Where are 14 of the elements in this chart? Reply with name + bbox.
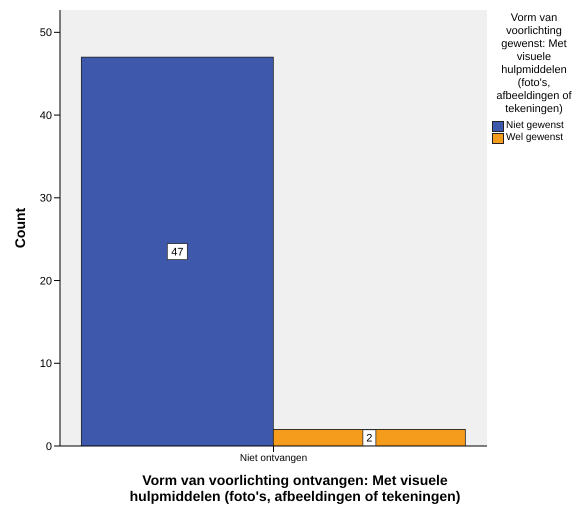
y-tick-label: 20 xyxy=(40,275,52,288)
y-tick-label: 0 xyxy=(46,440,52,453)
data-label: 47 xyxy=(171,246,184,259)
y-tick-label: 50 xyxy=(40,27,52,40)
legend-label: Wel gewenst xyxy=(506,132,564,144)
x-tick-label: Niet ontvangen xyxy=(240,453,308,464)
data-label: 2 xyxy=(366,432,372,445)
legend-label: Niet gewenst xyxy=(506,120,564,132)
y-tick-label: 40 xyxy=(40,110,52,122)
legend-title: Vorm van voorlichting gewenst: Met visuele hulpmiddelen (foto's, afbeeldingen of tekeningen) xyxy=(495,12,573,116)
x-axis-title: Vorm van voorlichting ontvangen: Met visuele hulpmiddelen (foto's, afbeeldingen of tekeningen) xyxy=(128,472,462,504)
y-tick-label: 10 xyxy=(40,358,52,370)
y-axis-title: Count xyxy=(12,207,28,248)
y-tick-label: 30 xyxy=(40,192,52,205)
